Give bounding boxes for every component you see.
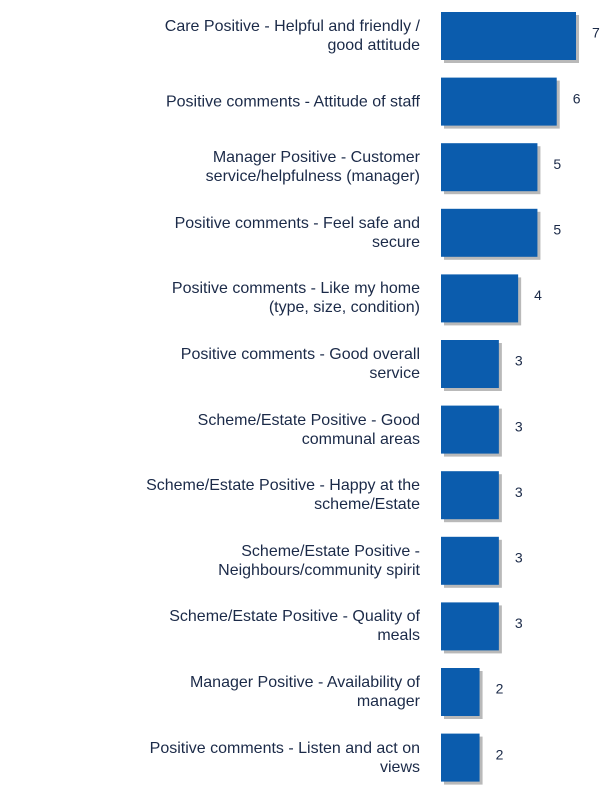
category-label: Positive comments - Feel safe and secure [174,214,420,251]
value-label: 2 [496,681,504,697]
value-label: 3 [515,484,523,500]
category-label: Positive comments - Listen and act on vi… [149,739,420,776]
bar [441,274,519,323]
category-label: Manager Positive - Customer service/help… [205,149,420,186]
bar [441,405,499,454]
bar [441,12,576,60]
value-label: 2 [496,746,504,762]
category-label: Manager Positive - Availability of manag… [189,674,420,710]
category-label: Care Positive - Helpful and friendly / g… [164,18,420,54]
value-label: 3 [515,353,523,369]
bar [441,208,538,257]
bar [441,733,480,782]
category-label: Positive comments - Attitude of staff [165,93,420,111]
category-label: Scheme/Estate Positive - Happy at the sc… [146,477,420,514]
category-label: Scheme/Estate Positive - Good communal a… [197,411,420,448]
value-label: 3 [515,550,523,566]
category-label: Positive comments - Like my home (type, … [171,280,420,317]
bar [441,471,499,520]
value-label: 7 [592,25,600,41]
bar [441,536,499,585]
value-label: 4 [534,287,542,303]
value-label: 6 [573,90,581,106]
bar [441,143,538,192]
category-label: Scheme/Estate Positive - Quality of meal… [169,608,420,645]
bar [441,77,557,126]
bar [441,668,480,716]
bar [441,602,499,651]
bar [441,340,499,388]
value-label: 3 [515,615,523,631]
category-label: Scheme/Estate Positive - Neighbours/comm… [218,542,420,579]
category-label: Positive comments - Good overall service [180,346,420,382]
value-label: 5 [553,156,561,172]
value-label: 3 [515,418,523,434]
value-label: 5 [553,222,561,238]
